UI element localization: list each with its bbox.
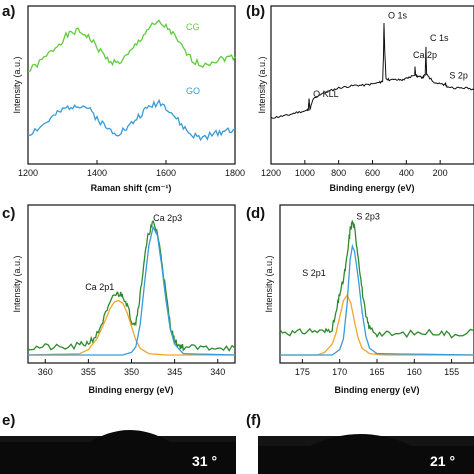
x-tick-label-d-2: 165 bbox=[369, 367, 384, 377]
series-label-cg: CG bbox=[186, 22, 200, 32]
x-tick-label-d-3: 160 bbox=[407, 367, 422, 377]
x-axis-label-a: Raman shift (cm⁻¹) bbox=[91, 183, 172, 193]
x-tick-label-d-4: 155 bbox=[444, 367, 459, 377]
annotation-b-3: C 1s bbox=[430, 33, 449, 43]
series-line-d-0 bbox=[279, 220, 474, 339]
annotation-b-1: O 1s bbox=[388, 11, 408, 21]
panel-b: (b) O KLL O 1s Ca 2p C 1s S 2p 1200 1000 800 60… bbox=[246, 3, 474, 193]
x-tick-label-c-3: 345 bbox=[167, 367, 182, 377]
annotation-c-1: Ca 2p3 bbox=[153, 213, 182, 223]
annotations-c: Ca 2p1 Ca 2p3 bbox=[85, 213, 182, 292]
panel-label-b: (b) bbox=[246, 3, 265, 20]
panel-c: c) Ca 2p1 Ca 2p3 360 355 350 345 340 Binding … bbox=[2, 204, 236, 395]
x-axis-label-d: Binding energy (eV) bbox=[334, 385, 419, 395]
x-tick-label-d-0: 175 bbox=[295, 367, 310, 377]
annotation-b-0: O KLL bbox=[313, 89, 339, 99]
x-tick-label-a-3: 1800 bbox=[225, 168, 245, 178]
plot-frame-a bbox=[27, 5, 236, 165]
series-line-d-1 bbox=[280, 293, 474, 356]
annotation-d-1: S 2p3 bbox=[356, 212, 380, 222]
panel-e: e) 31 ° bbox=[0, 412, 236, 474]
series-label-go: GO bbox=[186, 86, 200, 96]
panel-label-f: (f) bbox=[246, 412, 261, 429]
series-line-c-1 bbox=[27, 299, 235, 356]
x-tick-label-b-4: 400 bbox=[399, 168, 414, 178]
series-lines-a bbox=[27, 19, 236, 142]
contact-angle-f: 21 ° bbox=[430, 453, 455, 469]
panel-label-c: c) bbox=[2, 205, 15, 222]
contact-angle-e: 31 ° bbox=[192, 453, 217, 469]
y-axis-label-d: Intensity (a.u.) bbox=[264, 255, 274, 312]
x-tick-label-c-1: 355 bbox=[81, 367, 96, 377]
x-tick-label-a-0: 1200 bbox=[18, 168, 38, 178]
annotations-b: O KLL O 1s Ca 2p C 1s S 2p bbox=[313, 11, 468, 99]
x-tick-label-c-0: 360 bbox=[38, 367, 53, 377]
annotation-d-0: S 2p1 bbox=[302, 268, 326, 278]
x-ticks-c: 360 355 350 345 340 bbox=[38, 359, 225, 377]
series-line-c-0 bbox=[27, 220, 236, 352]
series-lines-b bbox=[270, 22, 474, 119]
panel-label-d: (d) bbox=[246, 205, 265, 222]
panel-label-e: e) bbox=[2, 412, 15, 429]
x-tick-label-c-2: 350 bbox=[124, 367, 139, 377]
x-tick-label-b-2: 800 bbox=[331, 168, 346, 178]
x-axis-label-c: Binding energy (eV) bbox=[88, 385, 173, 395]
plot-frame-d bbox=[279, 204, 474, 364]
panel-a: a) CG GO 1200 1400 1600 1800 Raman shift (c… bbox=[2, 3, 245, 193]
panel-f: (f) 21 ° bbox=[246, 412, 474, 474]
annotation-b-2: Ca 2p bbox=[413, 50, 437, 60]
panel-label-a: a) bbox=[2, 3, 15, 20]
plot-frame-c bbox=[27, 204, 236, 364]
series-line-c-2 bbox=[28, 225, 236, 356]
series-line-a-1 bbox=[27, 98, 236, 142]
panel-d: (d) S 2p1 S 2p3 175 170 165 160 155 Binding e… bbox=[246, 204, 474, 395]
y-axis-label-a: Intensity (a.u.) bbox=[12, 56, 22, 113]
annotation-b-4: S 2p bbox=[449, 71, 468, 81]
droplet-shape-f bbox=[258, 434, 474, 474]
x-tick-label-b-1: 1000 bbox=[295, 168, 315, 178]
series-line-a-0 bbox=[27, 19, 236, 73]
x-tick-label-c-4: 340 bbox=[210, 367, 225, 377]
series-line-d-2 bbox=[280, 243, 474, 356]
x-tick-label-a-2: 1600 bbox=[156, 168, 176, 178]
x-tick-label-b-3: 600 bbox=[365, 168, 380, 178]
series-line-b-0 bbox=[270, 22, 474, 119]
x-tick-label-d-1: 170 bbox=[332, 367, 347, 377]
y-axis-label-b: Intensity (a.u.) bbox=[257, 56, 267, 113]
annotation-c-0: Ca 2p1 bbox=[85, 282, 114, 292]
x-ticks-b: 1200 1000 800 600 400 200 bbox=[261, 160, 448, 178]
x-ticks-a: 1200 1400 1600 1800 bbox=[18, 160, 245, 178]
x-axis-label-b: Binding energy (eV) bbox=[329, 183, 414, 193]
droplet-shape-e bbox=[0, 430, 236, 474]
series-lines-c bbox=[27, 220, 236, 356]
x-tick-label-b-5: 200 bbox=[433, 168, 448, 178]
x-tick-label-a-1: 1400 bbox=[87, 168, 107, 178]
series-lines-d bbox=[279, 220, 474, 356]
x-tick-label-b-0: 1200 bbox=[261, 168, 281, 178]
x-ticks-d: 175 170 165 160 155 bbox=[295, 359, 459, 377]
annotations-d: S 2p1 S 2p3 bbox=[302, 212, 380, 279]
y-axis-label-c: Intensity (a.u.) bbox=[12, 255, 22, 312]
